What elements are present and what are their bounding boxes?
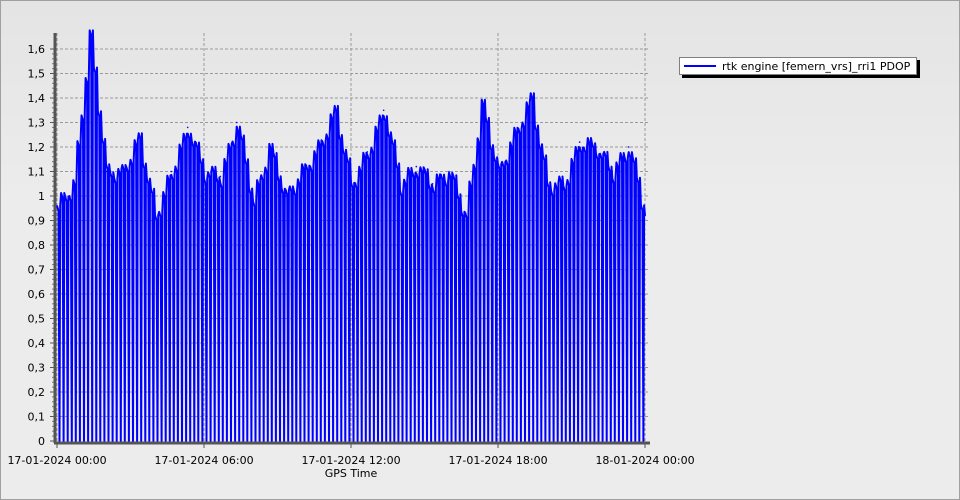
y-axis-ticks: 0 0,1 0,2 0,3 0,4 0,5 0,6 0,7 0,8 0,9 1 1,1 1,2 1,3 1,…: [28, 43, 46, 448]
data-point: [627, 146, 630, 148]
data-point: [219, 175, 222, 178]
data-point: [268, 146, 271, 148]
data-point: [301, 170, 303, 173]
series-pdop: [56, 29, 646, 442]
x-axis-label: GPS Time: [325, 467, 378, 480]
y-tick-label: 0,6: [28, 288, 46, 301]
y-tick-label: 0,9: [28, 215, 46, 228]
legend-label: rtk engine [femern_vrs]_rri1 PDOP: [722, 59, 911, 73]
y-tick-label: 1,5: [28, 68, 46, 81]
legend-swatch: [684, 65, 716, 67]
data-point: [333, 109, 336, 112]
x-axis-ticks: 17-01-2024 00:00 17-01-2024 06:00 17-01-20…: [7, 454, 694, 467]
data-point: [186, 126, 189, 129]
x-tick-label: 18-01-2024 00:00: [595, 454, 694, 467]
y-tick-label: 0,1: [28, 411, 46, 424]
data-point: [611, 170, 614, 173]
data-point: [415, 165, 418, 168]
data-point: [350, 182, 352, 185]
y-tick-label: 0,2: [28, 386, 46, 399]
data-point: [88, 35, 91, 38]
data-point: [317, 146, 320, 148]
grid: [55, 33, 648, 441]
x-tick-label: 17-01-2024 00:00: [7, 454, 106, 467]
data-point: [382, 109, 385, 112]
data-point: [366, 151, 369, 153]
data-point: [399, 182, 401, 185]
data-point: [72, 182, 75, 185]
data-point: [170, 170, 173, 173]
y-tick-label: 0,3: [28, 362, 46, 375]
data-point: [235, 121, 238, 124]
data-point: [203, 170, 205, 173]
data-point: [154, 214, 156, 217]
y-tick-label: 0,5: [28, 313, 46, 326]
y-tick-label: 1,6: [28, 43, 46, 56]
y-tick-label: 0: [38, 435, 45, 448]
y-tick-label: 0,4: [28, 337, 46, 350]
data-point: [121, 170, 124, 173]
x-tick-label: 17-01-2024 06:00: [154, 454, 253, 467]
y-tick-label: 1: [38, 190, 45, 203]
data-point: [431, 182, 434, 185]
data-point: [252, 200, 254, 202]
data-point: [137, 136, 140, 138]
data-point: [105, 170, 107, 173]
legend: rtk engine [femern_vrs]_rri1 PDOP: [679, 57, 918, 75]
data-point: [644, 214, 646, 217]
data-point: [578, 141, 581, 143]
y-tick-label: 1,3: [28, 117, 46, 130]
y-tick-label: 1,2: [28, 141, 46, 154]
data-point: [497, 170, 499, 173]
data-point: [56, 205, 58, 207]
data-point: [513, 133, 516, 136]
y-tick-label: 0,7: [28, 264, 46, 277]
data-point: [448, 170, 450, 173]
axes: [50, 33, 650, 448]
data-point: [284, 195, 287, 197]
x-tick-label: 17-01-2024 12:00: [301, 454, 400, 467]
y-tick-label: 0,8: [28, 239, 46, 252]
x-tick-label: 17-01-2024 18:00: [448, 454, 547, 467]
data-point: [480, 104, 483, 107]
y-tick-label: 1,1: [28, 166, 46, 179]
data-point: [595, 146, 597, 148]
data-point: [529, 97, 532, 99]
data-point: [562, 182, 565, 185]
y-tick-label: 1,4: [28, 92, 46, 105]
data-point: [546, 182, 548, 185]
data-point: [464, 214, 467, 217]
